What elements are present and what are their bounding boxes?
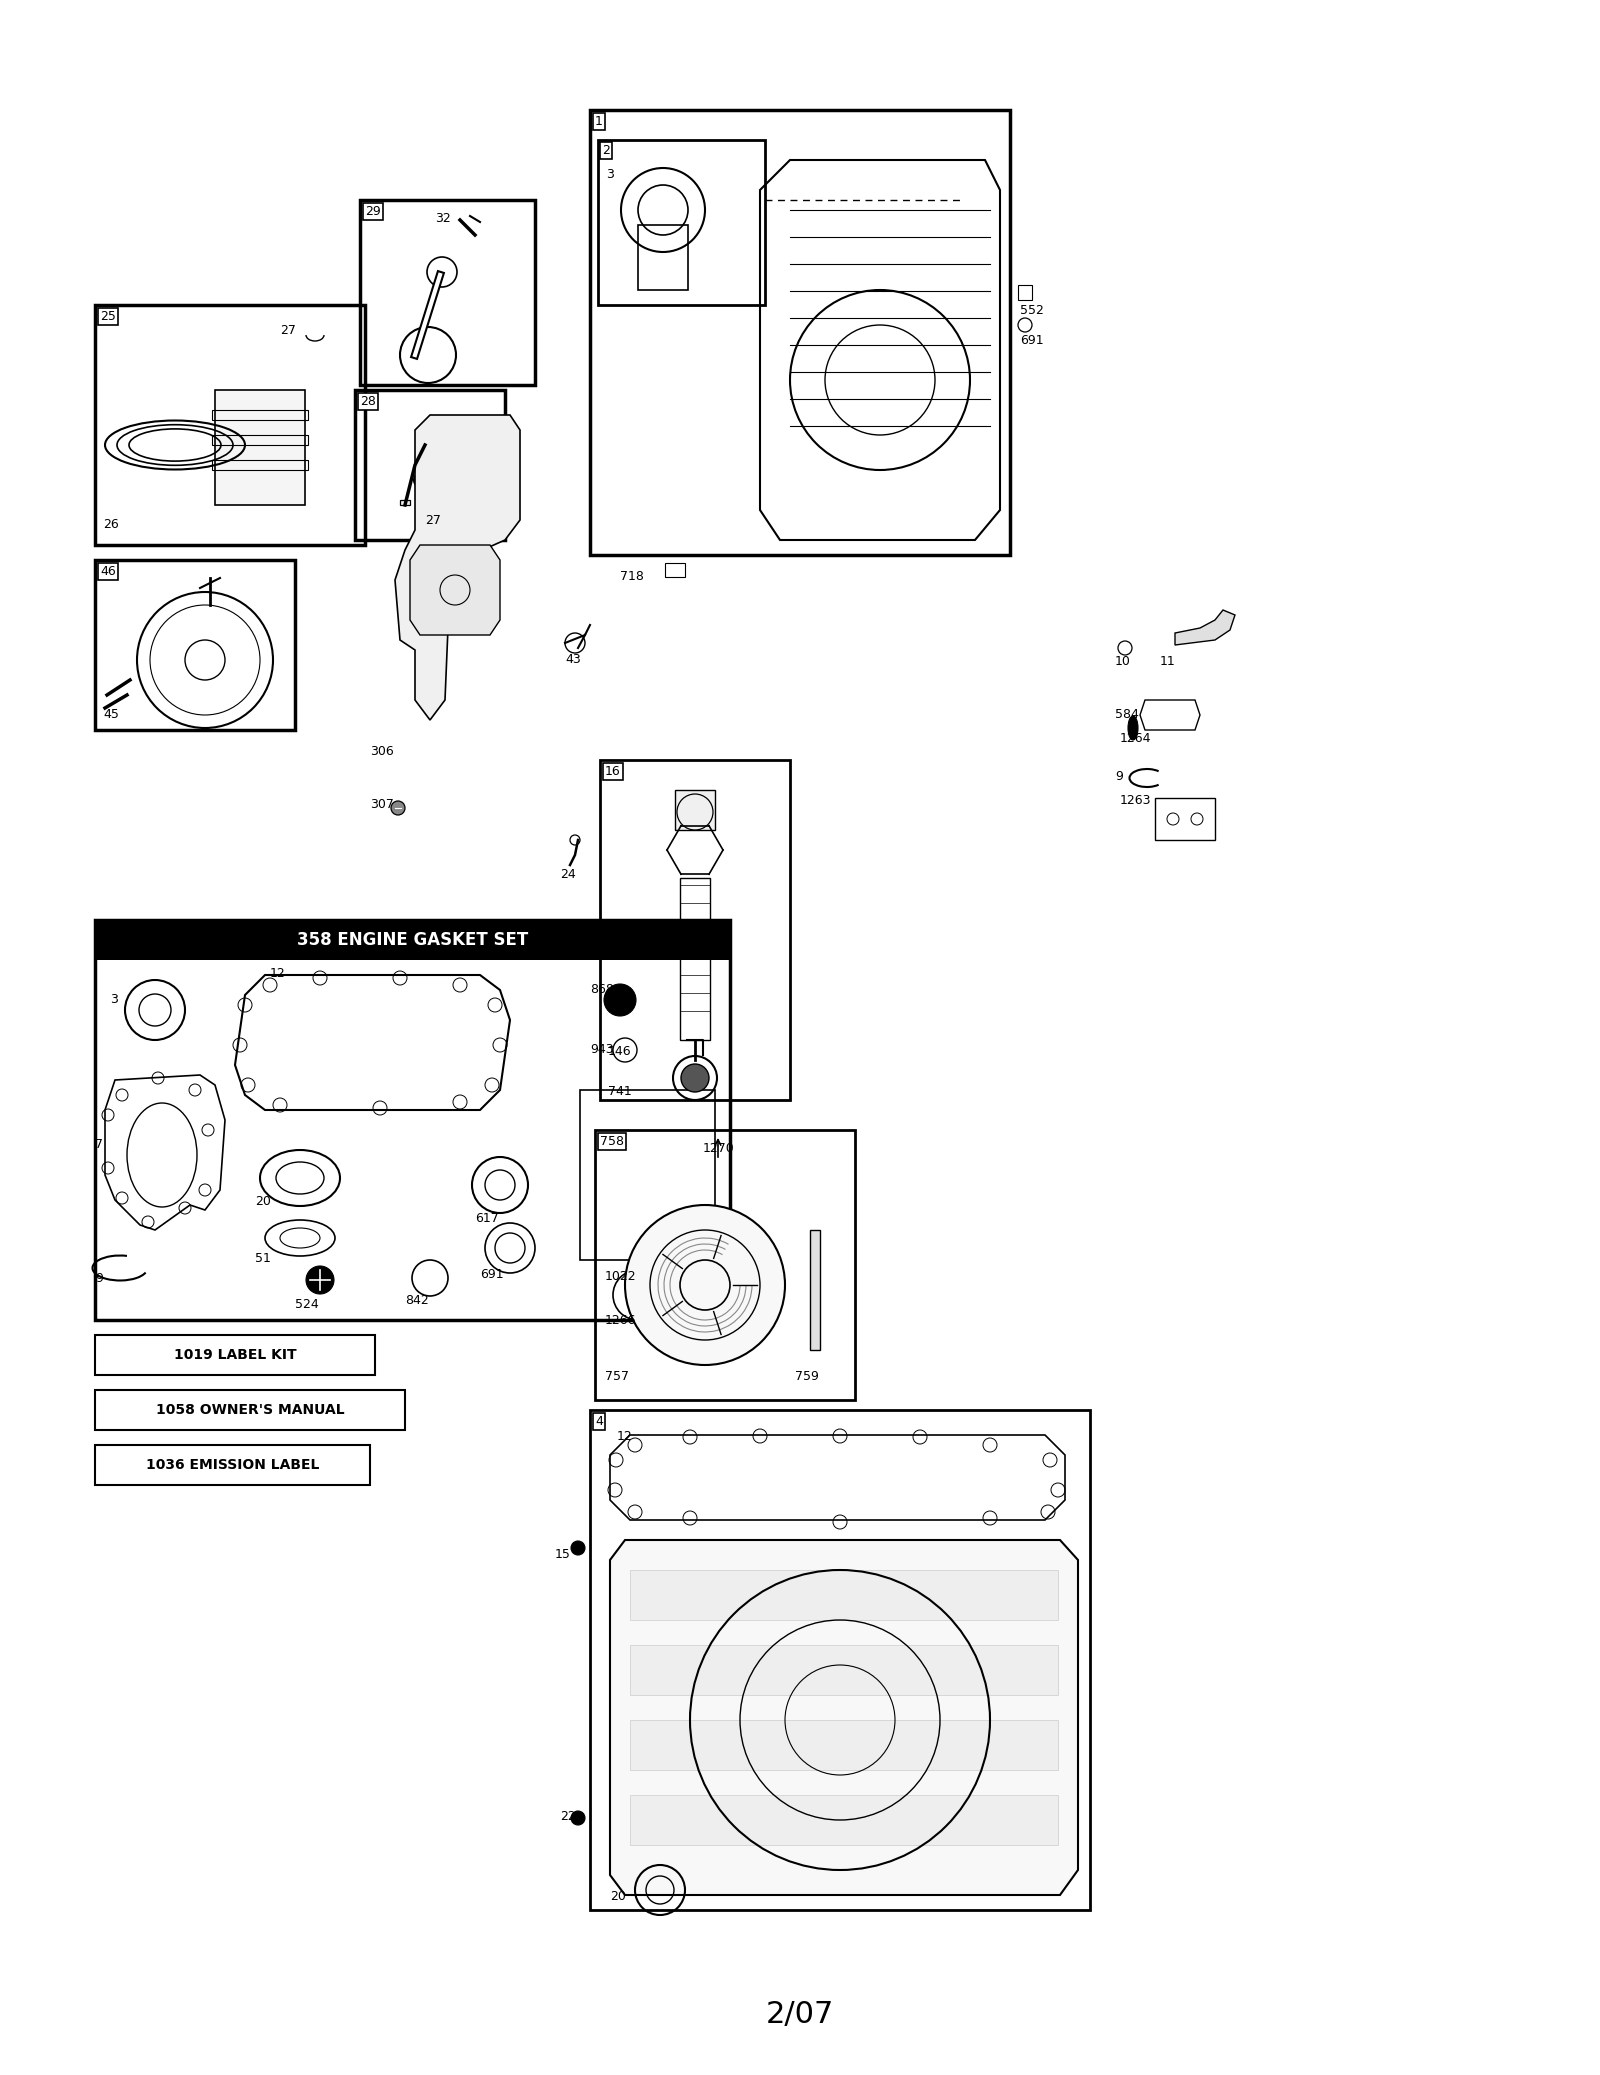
Bar [94,305,365,546]
Text: 358 ENGINE GASKET SET: 358 ENGINE GASKET SET [298,932,528,948]
Text: 11: 11 [1160,656,1176,668]
Text: 32: 32 [435,212,451,224]
Text: 46: 46 [99,564,115,579]
Bar [810,1230,819,1351]
Bar [94,1390,405,1430]
Polygon shape [395,415,520,720]
Text: 27: 27 [426,513,442,527]
Text: 9: 9 [94,1272,102,1284]
Bar [630,1795,1058,1845]
Text: 4: 4 [595,1415,603,1428]
Text: 741: 741 [608,1085,632,1098]
Text: 1022: 1022 [605,1270,637,1282]
Text: 25: 25 [99,309,115,324]
Text: 12: 12 [270,967,286,979]
Bar [1155,799,1214,840]
Text: 1263: 1263 [1120,795,1152,807]
Circle shape [390,801,405,815]
Text: 26: 26 [102,519,118,531]
Bar [590,110,1010,554]
Text: 146: 146 [608,1046,632,1058]
Bar [638,224,688,290]
Circle shape [571,1542,586,1554]
Bar [400,500,410,504]
Circle shape [306,1266,334,1295]
Text: 24: 24 [560,867,576,882]
Text: 3: 3 [110,994,118,1006]
Bar [590,1411,1090,1909]
Text: 2/07: 2/07 [766,2000,834,2029]
Bar [666,562,685,577]
Text: 691: 691 [1021,334,1043,347]
Bar [600,759,790,1100]
Text: 10: 10 [1115,656,1131,668]
Bar [211,436,307,444]
Text: 868: 868 [590,984,614,996]
Text: 22: 22 [560,1809,576,1824]
Polygon shape [410,546,499,635]
Text: 51: 51 [254,1251,270,1266]
Text: 1270: 1270 [702,1141,734,1156]
Text: 43: 43 [565,654,581,666]
Polygon shape [1174,610,1235,645]
Polygon shape [610,1540,1078,1894]
Text: 20: 20 [610,1890,626,1903]
Text: 943: 943 [590,1044,614,1056]
Bar [211,411,307,419]
Text: 2: 2 [602,143,610,158]
Circle shape [605,984,637,1017]
Circle shape [626,1206,786,1365]
Text: 20: 20 [254,1195,270,1208]
Bar [214,390,306,504]
Text: 1058 OWNER'S MANUAL: 1058 OWNER'S MANUAL [155,1403,344,1417]
Text: 1264: 1264 [1120,732,1152,745]
Bar [360,199,534,386]
Bar [94,919,730,961]
Text: 1266: 1266 [605,1313,637,1328]
Text: 842: 842 [405,1295,429,1307]
Text: 306: 306 [370,745,394,757]
Bar [579,1089,715,1260]
Text: 758: 758 [600,1135,624,1147]
Text: 45: 45 [102,708,118,722]
Text: 552: 552 [1021,303,1043,317]
Text: 584: 584 [1115,708,1139,720]
Text: 757: 757 [605,1370,629,1384]
Text: 1019 LABEL KIT: 1019 LABEL KIT [174,1349,296,1361]
Bar [94,919,730,1320]
Text: 29: 29 [365,205,381,218]
Text: 524: 524 [294,1299,318,1311]
Text: 16: 16 [605,766,621,778]
Bar [94,560,294,730]
Text: 28: 28 [360,394,376,409]
Bar [94,1334,374,1376]
Text: 307: 307 [370,799,394,811]
Bar [630,1720,1058,1770]
Text: 691: 691 [480,1268,504,1280]
Bar [630,1645,1058,1695]
Text: 759: 759 [795,1370,819,1384]
Text: 7: 7 [94,1139,102,1152]
Bar [1018,284,1032,301]
Bar [211,461,307,471]
Text: 12: 12 [618,1430,632,1442]
Bar [675,791,715,830]
Text: 1036 EMISSION LABEL: 1036 EMISSION LABEL [146,1459,318,1471]
Ellipse shape [1128,716,1138,741]
Bar [94,1444,370,1486]
Text: 617: 617 [475,1212,499,1224]
Bar [630,1571,1058,1621]
Circle shape [682,1064,709,1091]
Bar [598,139,765,305]
Bar [355,390,506,540]
Bar [680,878,710,1040]
Bar [595,1131,854,1401]
Text: 27: 27 [280,324,296,336]
Text: 3: 3 [606,168,614,181]
Text: 9: 9 [1115,770,1123,782]
Text: 1: 1 [595,114,603,129]
Text: 718: 718 [621,571,643,583]
Circle shape [571,1811,586,1826]
Text: 15: 15 [555,1548,571,1560]
